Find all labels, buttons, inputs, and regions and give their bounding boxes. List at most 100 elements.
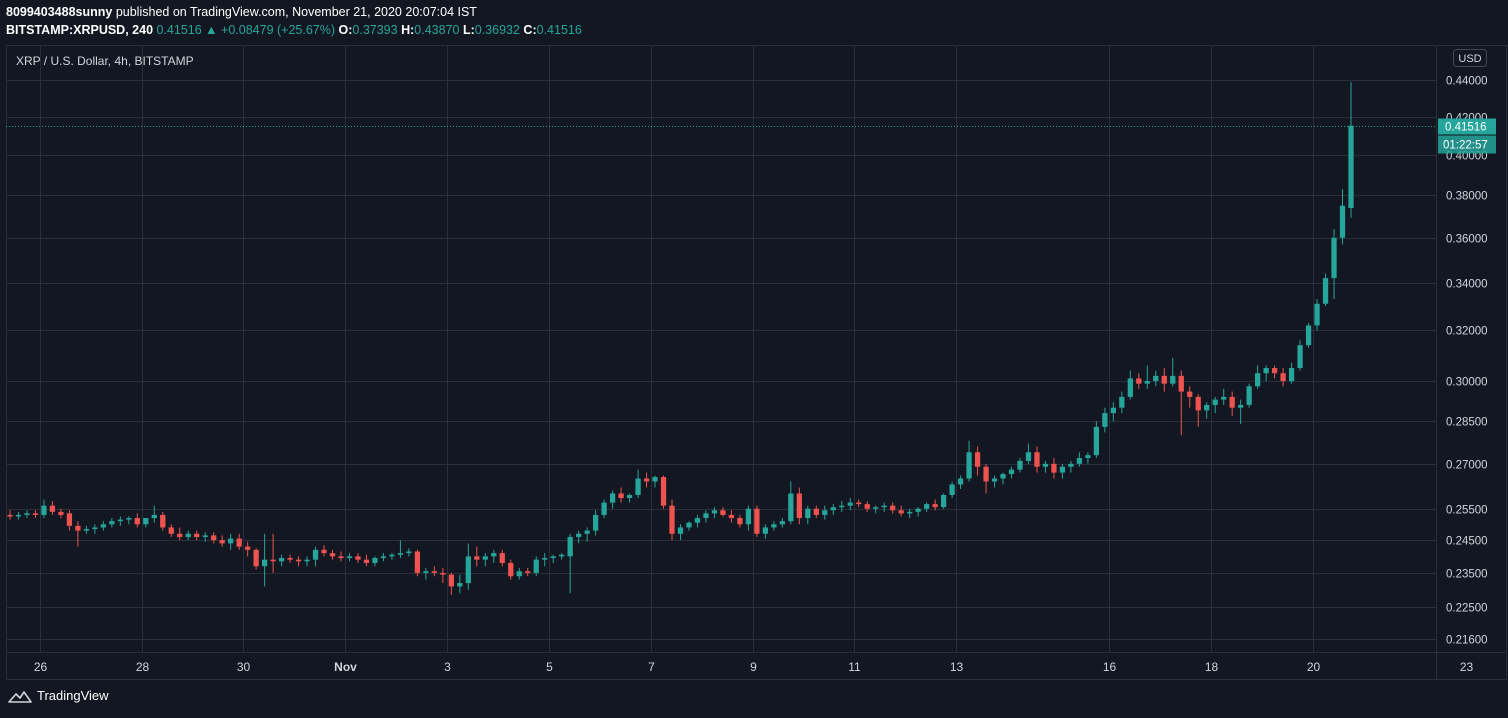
candle-body [1153,375,1159,382]
candle-down [643,472,650,488]
time-tick-label: 23 [1460,660,1474,674]
candle-body [440,572,446,575]
candle-body [1195,396,1201,411]
candle-body [355,556,361,560]
candle-up [1297,340,1303,371]
candle-body [771,524,777,528]
candle-body [907,511,913,514]
candle-body [1136,378,1142,384]
candle-up [1076,452,1083,467]
candle-down [1034,446,1040,473]
candle-body [100,524,106,528]
candle-body [1348,125,1354,208]
candle-body [626,494,633,499]
candle-body [253,549,259,567]
candle-body [431,571,437,573]
candle-down [363,554,370,567]
candle-up [924,502,930,512]
candle-body [576,533,582,537]
candle-up [1093,421,1100,459]
close-value: 0.41516 [536,23,582,37]
candle-up [1314,299,1320,331]
candle-body [1034,452,1040,467]
price-tick-label: 0.24500 [1446,536,1488,548]
candle-down [160,511,166,531]
tradingview-logo[interactable]: TradingView [8,688,109,703]
candle-down [796,487,802,525]
time-tick-label: 3 [444,660,451,674]
candle-body [1051,463,1057,473]
candle-body [1110,407,1116,414]
candle-body [380,556,387,559]
candle-up [24,510,30,519]
candle-up [397,540,404,559]
candles [7,82,1354,595]
candle-up [1110,402,1116,422]
candle-body [126,518,132,520]
candle-up [1102,407,1108,433]
candle-up [940,493,947,509]
low-label: L: [462,23,475,37]
candle-up [41,499,47,519]
candle-body [805,508,811,519]
price-tick-label: 0.30000 [1446,377,1488,389]
candle-body [185,533,191,537]
candle-body [898,510,904,514]
candle-up [635,469,641,499]
price-axis[interactable]: 0.21600 0.22500 0.23500 0.24500 0.25500 0.270… [1446,76,1488,647]
candle-up [576,530,582,544]
candle-up [601,499,607,519]
candle-down [499,549,505,567]
candle-body [49,505,56,512]
candle-body [754,508,760,534]
candle-up [109,518,115,528]
candle-down [856,499,862,508]
candle-up [92,524,98,534]
candle-body [160,514,166,528]
candle-down [75,521,81,547]
candle-up [83,525,90,534]
currency-badge[interactable]: USD [1453,49,1487,67]
candle-body [1280,373,1286,382]
time-tick-label: 20 [1307,660,1321,674]
candle-body [839,505,845,508]
tradingview-brand: TradingView [37,688,109,703]
candle-body [177,533,183,537]
candle-body [329,553,336,557]
time-tick-label: 28 [136,660,150,674]
candle-body [66,513,73,526]
candle-up [228,533,234,550]
candle-down [898,505,904,517]
candle-down [1271,365,1278,379]
candle-up [567,533,573,594]
candle-body [245,546,251,550]
price-tick-label: 0.28500 [1446,417,1488,429]
candle-up [1068,460,1074,473]
candle-down [1161,368,1167,392]
candle-down [508,559,514,580]
candle-body [1314,303,1320,326]
candle-up [15,511,22,520]
candle-body [720,510,726,515]
candle-body [134,518,140,525]
symbol-label[interactable]: BITSTAMP:XRPUSD, 240 [6,23,154,37]
candle-body [609,493,616,503]
candle-down [440,567,446,584]
candle-up [126,516,132,525]
candle-body [508,562,514,577]
author-name[interactable]: 8099403488sunny [6,5,113,19]
candle-down [1136,373,1142,389]
candle-body [1221,396,1227,400]
candle-body [1170,375,1176,384]
candle-body [83,529,90,531]
candle-body [686,522,692,528]
publish-header: 8099403488sunny published on TradingView… [6,3,477,21]
candle-body [669,505,675,534]
candle-body [41,505,47,515]
candle-body [151,514,157,519]
candle-up [1339,189,1346,245]
candle-up [202,532,208,542]
candle-body [372,558,378,563]
time-axis[interactable]: 26 28 30 Nov 3 5 7 9 11 13 16 18 20 23 [34,660,1474,674]
